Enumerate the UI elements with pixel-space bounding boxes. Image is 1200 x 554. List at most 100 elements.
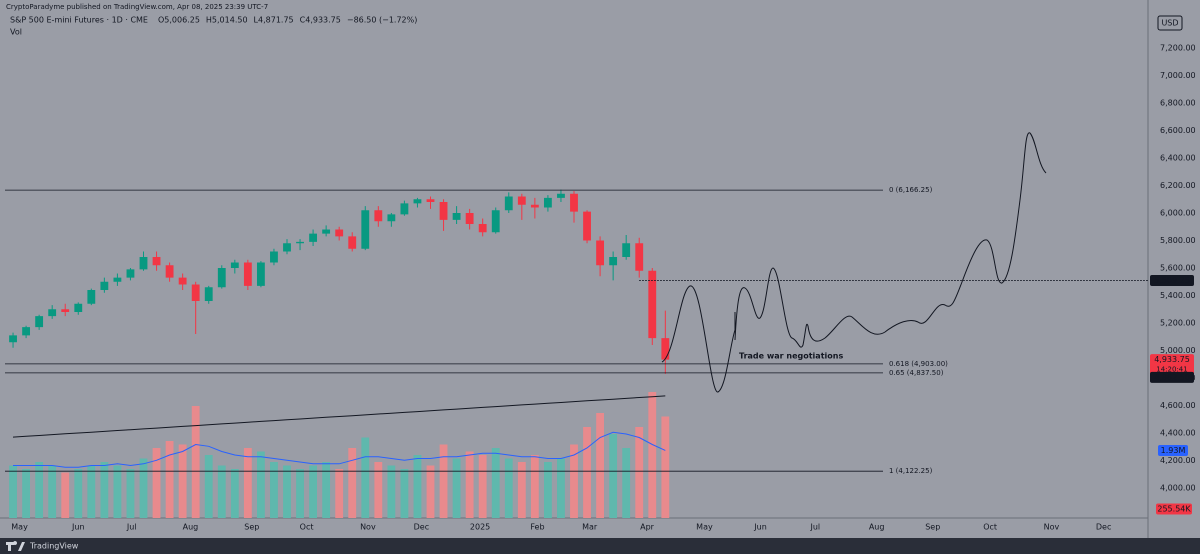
- volume-bar: [504, 458, 513, 518]
- x-tick-label: Jun: [753, 523, 767, 532]
- marker-box: [1150, 371, 1194, 383]
- candle-body: [48, 309, 57, 317]
- volume-bar: [178, 444, 187, 518]
- volume-bar: [530, 455, 539, 518]
- candle-body: [622, 243, 631, 257]
- volume-bar: [309, 465, 318, 518]
- candle-body: [74, 303, 83, 312]
- volume-bar: [256, 451, 265, 518]
- volume-bar: [283, 465, 291, 518]
- ohlc-value: L4,871.75: [254, 16, 294, 25]
- last-volume-box: [1156, 503, 1192, 515]
- x-tick-label: Dec: [1096, 523, 1111, 532]
- volume-bar: [126, 469, 135, 518]
- x-tick-label: Aug: [869, 523, 885, 532]
- volume-bar: [426, 465, 435, 518]
- volume-bar: [622, 448, 631, 518]
- volume-bar: [74, 469, 83, 518]
- volume-bar: [296, 469, 304, 518]
- candle-body: [243, 262, 252, 286]
- brand-logo: [6, 541, 25, 551]
- candle-body: [557, 193, 565, 198]
- candle-body: [87, 290, 96, 304]
- volume-bar: [452, 458, 461, 518]
- volume-bar: [139, 458, 148, 518]
- ohlc-value: O5,006.25: [158, 16, 200, 25]
- volume-ma-label: 1.93M: [1161, 446, 1186, 455]
- candle-body: [113, 277, 122, 282]
- volume-bar: [9, 465, 17, 518]
- candle-body: [374, 210, 383, 222]
- volume-bar: [570, 444, 578, 518]
- volume-bar: [648, 392, 657, 518]
- candle-body: [270, 251, 278, 263]
- volume-bar: [100, 462, 109, 518]
- y-tick-label: 6,800.00: [1160, 99, 1196, 108]
- volume-bar: [543, 462, 552, 518]
- y-tick-label: 5,400.00: [1160, 291, 1196, 300]
- volume-bar: [413, 455, 422, 518]
- last-price: 4,933.75: [1154, 355, 1190, 364]
- candle-body: [583, 211, 591, 241]
- volume-bar: [87, 465, 96, 518]
- volume-bar: [61, 472, 70, 518]
- change: −86.50 (−1.72%): [347, 16, 418, 25]
- x-tick-label: Mar: [582, 523, 598, 532]
- plot-layer: [5, 189, 1148, 518]
- marker-price: 4,862.50: [1154, 373, 1190, 382]
- x-tick-label: May: [696, 523, 713, 532]
- x-tick-label: Sep: [244, 523, 259, 532]
- candle-body: [165, 265, 174, 278]
- fib-label: 1 (4,122.25): [889, 467, 933, 475]
- long-ma: [12, 395, 666, 438]
- candle-body: [217, 268, 226, 288]
- y-tick-label: 5,200.00: [1160, 319, 1196, 328]
- candle-body: [635, 243, 644, 271]
- y-tick-label: 6,000.00: [1160, 209, 1196, 218]
- volume-bar: [35, 462, 44, 518]
- volume-bar: [152, 448, 161, 518]
- volume-bar: [348, 448, 357, 518]
- candle-body: [570, 193, 578, 212]
- volume-title: Vol: [10, 28, 22, 37]
- annotation: Trade war negotiations: [739, 352, 843, 361]
- volume-bar: [517, 462, 526, 518]
- candle-body: [256, 262, 265, 286]
- candle-body: [230, 262, 239, 268]
- y-tick-label: 7,200.00: [1160, 44, 1196, 53]
- volume-bar: [374, 462, 383, 518]
- ohlc-value: H5,014.50: [206, 16, 248, 25]
- ohlc-value: C4,933.75: [300, 16, 341, 25]
- candle-body: [648, 270, 657, 339]
- candle-body: [9, 335, 17, 343]
- x-tick-label: Jul: [126, 523, 137, 532]
- volume-bar: [230, 469, 239, 518]
- level-box: [1150, 274, 1194, 286]
- candle-body: [452, 213, 461, 220]
- fib-label: 0 (6,166.25): [889, 186, 933, 194]
- x-tick-label: Jun: [71, 523, 85, 532]
- candle-body: [309, 233, 318, 242]
- candle-body: [465, 213, 474, 224]
- volume-bar: [204, 455, 213, 518]
- currency: USD: [1161, 19, 1178, 28]
- volume-bar: [270, 462, 278, 518]
- candle-body: [322, 229, 331, 234]
- candle-body: [348, 236, 357, 249]
- candle-body: [478, 224, 487, 233]
- footer-bar: [0, 538, 1200, 554]
- volume-bar: [661, 416, 670, 518]
- volume-bar: [491, 448, 500, 518]
- volume-bar: [478, 455, 487, 518]
- y-tick-label: 4,200.00: [1160, 456, 1196, 465]
- candle-body: [400, 203, 409, 215]
- y-tick-label: 4,400.00: [1160, 429, 1196, 438]
- x-tick-label: Jul: [810, 523, 821, 532]
- candle-body: [504, 196, 513, 211]
- x-tick-label: Nov: [360, 523, 376, 532]
- volume-bar: [243, 448, 252, 518]
- volume-bar: [596, 413, 605, 518]
- currency-box: [1157, 15, 1183, 31]
- y-tick-label: 6,400.00: [1160, 154, 1196, 163]
- volume-bar: [583, 427, 591, 518]
